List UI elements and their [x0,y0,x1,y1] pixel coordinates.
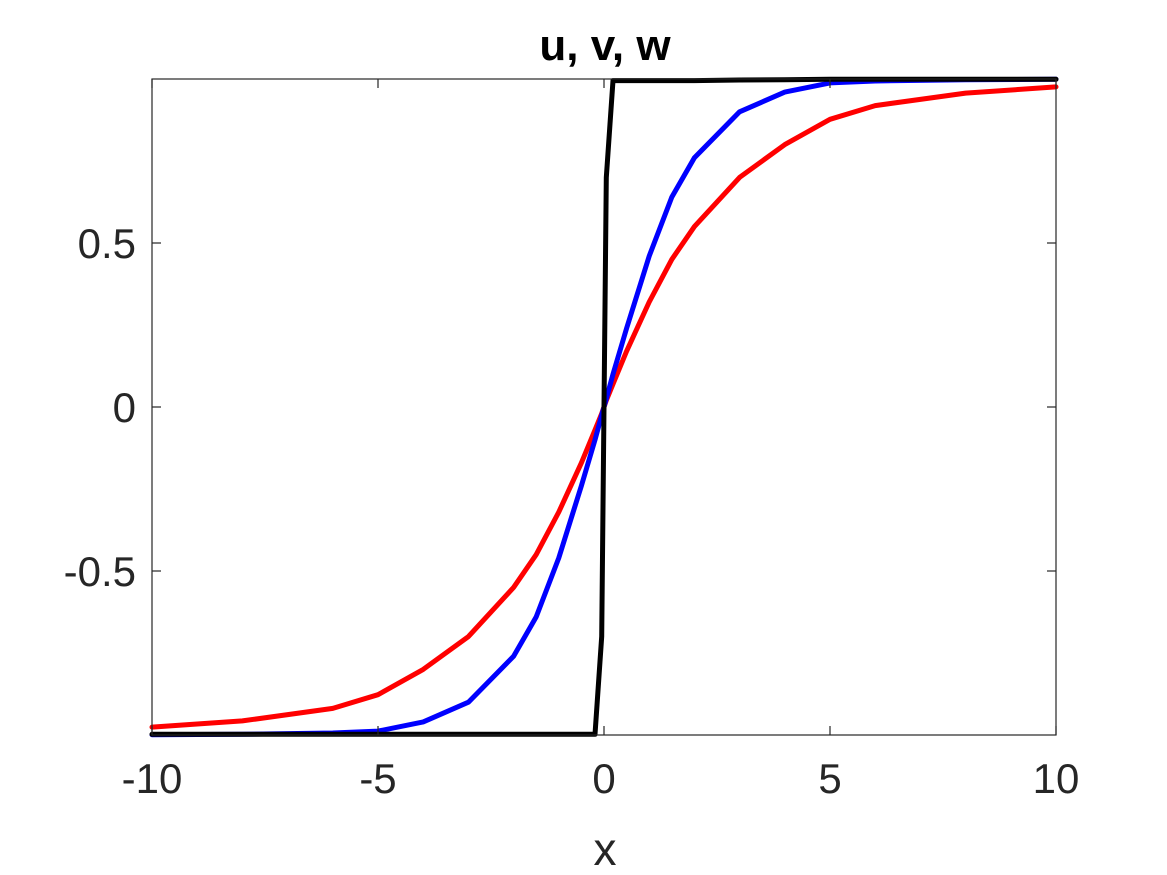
x-tick-label: -5 [359,755,396,802]
y-tick-label: 0 [113,384,136,431]
x-tick-label: 0 [592,755,615,802]
plot-lines [149,76,1059,738]
y-tick-label: 0.5 [78,220,136,267]
axis-ticks: -10 -5 0 5 10 -0.5 0 0.5 [64,79,1080,802]
series-line-3 [149,76,1059,737]
x-tick-label: 5 [818,755,841,802]
y-tick-label: -0.5 [64,548,136,595]
x-tick-label: 10 [1033,755,1080,802]
x-tick-label: -10 [122,755,183,802]
x-axis-label: x [594,823,617,875]
chart-title: u, v, w [539,21,671,70]
